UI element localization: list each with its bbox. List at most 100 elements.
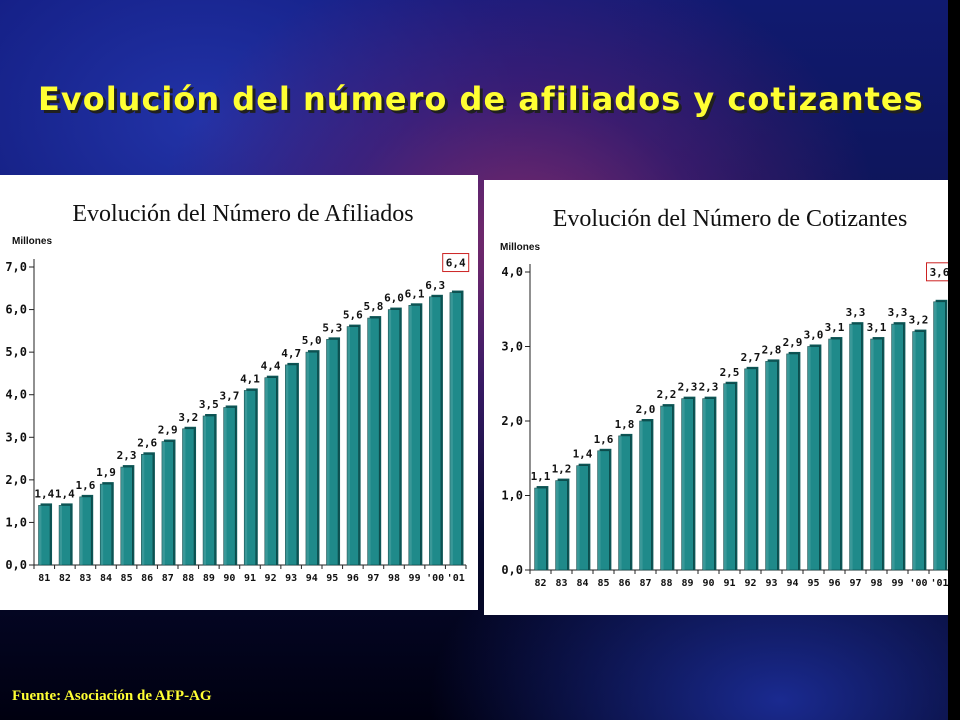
data-label: 3,1 (825, 321, 845, 334)
data-label: 6,3 (425, 279, 445, 292)
x-tick-label: 85 (121, 573, 133, 584)
y-tick-label: 7,0 (5, 260, 27, 274)
chart-panel-cotizantes: Evolución del Número de Cotizantes Millon… (484, 180, 960, 615)
bar (534, 486, 549, 571)
bar-sheen (429, 296, 433, 565)
bar (681, 396, 696, 571)
y-tick-label: 1,0 (501, 489, 523, 503)
x-tick-label: 93 (285, 573, 297, 584)
bar (660, 404, 675, 571)
bar (387, 307, 402, 566)
x-tick-label: 99 (891, 578, 903, 589)
bar (58, 503, 73, 566)
bar-sheen (597, 450, 601, 570)
bar-face (367, 317, 380, 566)
bar (870, 337, 885, 571)
chart-title: Evolución del Número de Afiliados (72, 201, 413, 227)
bar-face (408, 305, 421, 566)
bar-sheen (408, 305, 412, 565)
bar-sheen (828, 339, 832, 570)
data-label: 4,1 (240, 372, 260, 385)
bar-face (305, 351, 318, 566)
x-tick-label: 98 (870, 578, 882, 589)
y-tick-label: 4,0 (501, 265, 523, 279)
x-tick-label: 81 (38, 573, 50, 584)
bar-sheen (660, 406, 664, 570)
y-tick-label: 3,0 (501, 340, 523, 354)
bar-sheen (807, 346, 811, 570)
bar-face (387, 309, 401, 566)
data-label: 3,5 (199, 398, 219, 411)
x-tick-label: '01 (447, 573, 465, 584)
x-tick-label: 97 (849, 578, 861, 589)
right-frame-edge (948, 0, 960, 720)
bar-face (786, 353, 799, 571)
x-tick-label: 84 (576, 578, 588, 589)
bar-face (141, 454, 154, 566)
data-label: 3,3 (888, 306, 908, 319)
bar (891, 322, 906, 571)
x-tick-label: 96 (347, 573, 359, 584)
slide-title: Evolución del número de afiliados y coti… (38, 80, 924, 118)
x-tick-label: 82 (534, 578, 546, 589)
y-tick-label: 5,0 (5, 345, 27, 359)
bar-face (429, 296, 442, 566)
bar-face (639, 420, 652, 571)
bar-sheen (618, 435, 622, 570)
x-tick-label: 92 (265, 573, 277, 584)
bar (367, 316, 382, 566)
bar-sheen (786, 353, 790, 570)
x-tick-label: 88 (660, 578, 672, 589)
bar-sheen (933, 301, 937, 570)
bar-sheen (285, 364, 289, 565)
x-tick-label: 94 (786, 578, 798, 589)
bar (849, 322, 864, 571)
bar-face (346, 326, 359, 566)
bar (597, 448, 612, 571)
bar (639, 419, 654, 571)
y-tick-label: 2,0 (5, 473, 27, 487)
y-tick-label: 6,0 (5, 303, 27, 317)
bar-sheen (744, 368, 748, 570)
bar (828, 337, 843, 571)
x-tick-label: 95 (326, 573, 338, 584)
data-label: 2,2 (657, 388, 677, 401)
x-tick-label: 98 (388, 573, 400, 584)
bar-sheen (702, 398, 706, 570)
data-label: 2,0 (636, 403, 656, 416)
bar-sheen (891, 324, 895, 570)
bar (555, 478, 570, 571)
x-tick-label: 87 (639, 578, 651, 589)
x-tick-label: 90 (223, 573, 235, 584)
bar (305, 350, 320, 566)
bar-face (618, 435, 631, 571)
bar-sheen (79, 496, 83, 565)
bar (182, 426, 197, 566)
data-label: 5,3 (322, 321, 342, 334)
y-axis-unit-label: Millones (12, 236, 52, 247)
data-label: 6,1 (405, 287, 425, 300)
data-label: 2,5 (720, 366, 740, 379)
y-tick-label: 0,0 (5, 558, 27, 572)
bar-sheen (555, 480, 559, 570)
bar-face (933, 301, 946, 571)
x-tick-label: 97 (367, 573, 379, 584)
bar-face (681, 398, 694, 571)
bar-face (576, 465, 589, 571)
y-axis-unit-label: Millones (500, 242, 540, 253)
x-tick-label: 90 (702, 578, 714, 589)
bar-sheen (141, 454, 145, 565)
afiliados-chart: Evolución del Número de Afiliados Millone… (5, 201, 470, 584)
x-tick-label: 86 (141, 573, 153, 584)
bar-face (765, 361, 778, 571)
bar-face (891, 323, 904, 571)
bar (786, 351, 801, 571)
bar-sheen (182, 428, 186, 565)
bar-face (723, 383, 736, 571)
x-tick-label: 83 (555, 578, 567, 589)
x-tick-label: 99 (409, 573, 421, 584)
bar-face (79, 496, 92, 566)
data-label: 5,6 (343, 309, 363, 322)
x-tick-label: 96 (828, 578, 840, 589)
bar-sheen (765, 361, 769, 570)
